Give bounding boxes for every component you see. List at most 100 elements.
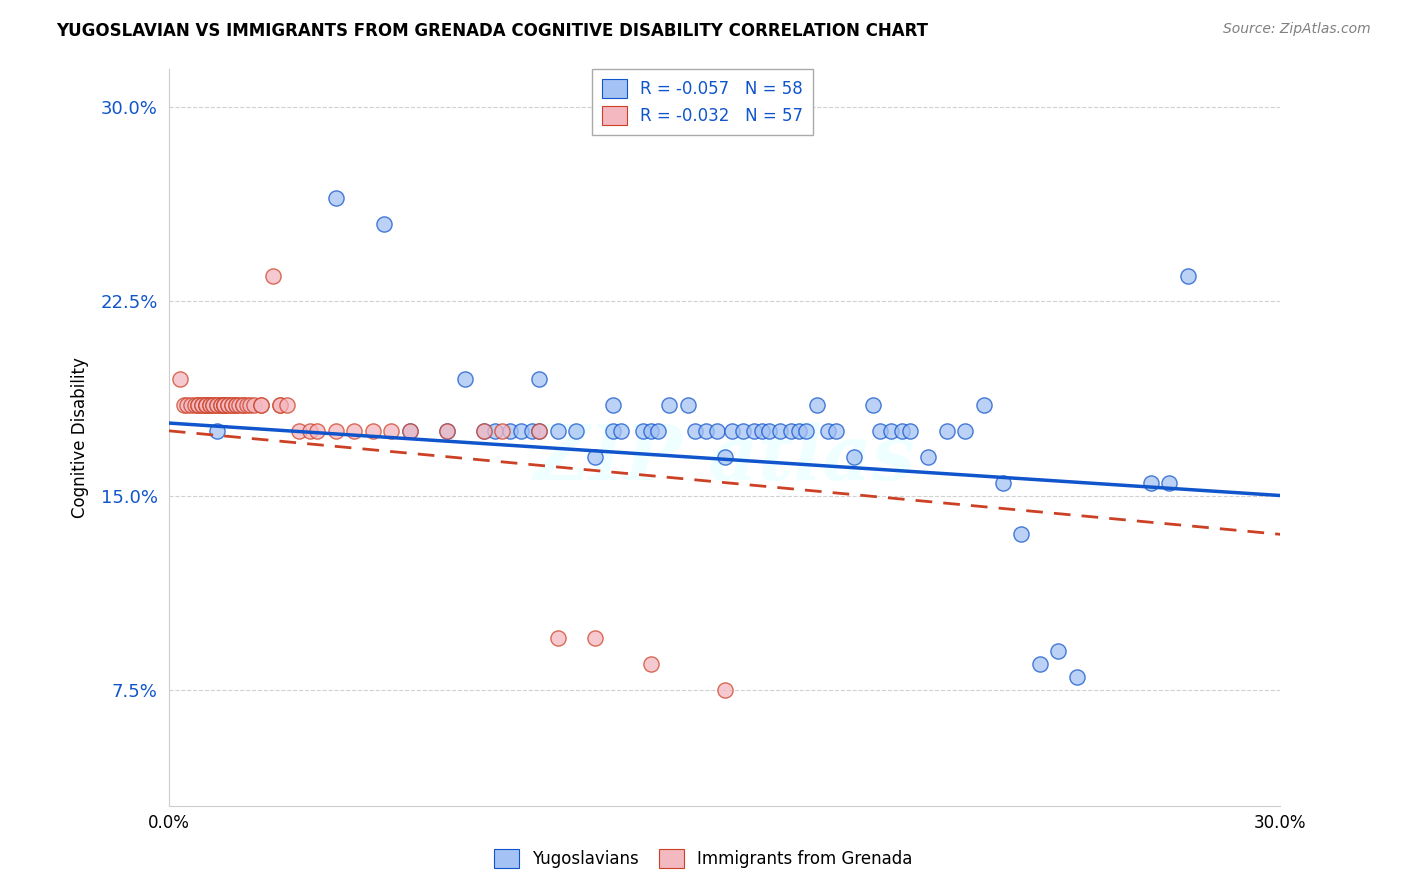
Point: [713, 450, 735, 464]
Point: [298, 424, 321, 438]
Point: [325, 424, 347, 438]
Point: [214, 398, 236, 412]
Point: [232, 398, 254, 412]
Point: [1066, 670, 1088, 684]
Point: [205, 424, 228, 438]
Point: [225, 398, 247, 412]
Legend: R = -0.057   N = 58, R = -0.032   N = 57: R = -0.057 N = 58, R = -0.032 N = 57: [592, 70, 813, 136]
Point: [205, 398, 228, 412]
Point: [955, 424, 977, 438]
Point: [647, 424, 669, 438]
Text: YUGOSLAVIAN VS IMMIGRANTS FROM GRENADA COGNITIVE DISABILITY CORRELATION CHART: YUGOSLAVIAN VS IMMIGRANTS FROM GRENADA C…: [56, 22, 928, 40]
Point: [769, 424, 792, 438]
Y-axis label: Cognitive Disability: Cognitive Disability: [72, 357, 89, 517]
Point: [194, 398, 217, 412]
Text: Source: ZipAtlas.com: Source: ZipAtlas.com: [1223, 22, 1371, 37]
Point: [602, 398, 624, 412]
Point: [373, 217, 395, 231]
Point: [214, 398, 236, 412]
Point: [583, 631, 606, 645]
Point: [184, 398, 207, 412]
Point: [325, 191, 347, 205]
Point: [917, 450, 939, 464]
Point: [239, 398, 262, 412]
Point: [683, 424, 706, 438]
Point: [898, 424, 921, 438]
Point: [1139, 475, 1161, 490]
Point: [824, 424, 846, 438]
Point: [398, 424, 420, 438]
Point: [217, 398, 239, 412]
Point: [1177, 268, 1199, 283]
Point: [742, 424, 765, 438]
Point: [202, 398, 225, 412]
Point: [862, 398, 884, 412]
Point: [209, 398, 232, 412]
Point: [191, 398, 214, 412]
Point: [880, 424, 903, 438]
Point: [305, 424, 328, 438]
Point: [1010, 527, 1032, 541]
Point: [243, 398, 266, 412]
Point: [173, 398, 195, 412]
Text: ZIP atlas: ZIP atlas: [534, 423, 915, 497]
Point: [787, 424, 810, 438]
Point: [176, 398, 198, 412]
Point: [262, 268, 284, 283]
Point: [547, 424, 569, 438]
Point: [343, 424, 366, 438]
Point: [1159, 475, 1181, 490]
Point: [209, 398, 232, 412]
Point: [794, 424, 817, 438]
Point: [228, 398, 250, 412]
Point: [1047, 644, 1070, 658]
Point: [191, 398, 214, 412]
Point: [602, 424, 624, 438]
Point: [198, 398, 221, 412]
Point: [869, 424, 891, 438]
Point: [806, 398, 828, 412]
Point: [214, 398, 236, 412]
Point: [817, 424, 839, 438]
Point: [205, 398, 228, 412]
Point: [610, 424, 633, 438]
Point: [217, 398, 239, 412]
Point: [676, 398, 699, 412]
Point: [695, 424, 717, 438]
Point: [529, 424, 551, 438]
Point: [269, 398, 291, 412]
Point: [1028, 657, 1050, 671]
Point: [187, 398, 209, 412]
Point: [529, 372, 551, 386]
Point: [398, 424, 420, 438]
Point: [361, 424, 384, 438]
Point: [844, 450, 866, 464]
Point: [491, 424, 513, 438]
Point: [436, 424, 458, 438]
Point: [733, 424, 755, 438]
Point: [640, 657, 662, 671]
Point: [472, 424, 495, 438]
Point: [713, 682, 735, 697]
Point: [225, 398, 247, 412]
Point: [198, 398, 221, 412]
Point: [276, 398, 298, 412]
Point: [631, 424, 654, 438]
Point: [520, 424, 543, 438]
Point: [287, 424, 309, 438]
Point: [780, 424, 803, 438]
Point: [221, 398, 243, 412]
Point: [194, 398, 217, 412]
Point: [973, 398, 995, 412]
Point: [187, 398, 209, 412]
Point: [891, 424, 914, 438]
Point: [269, 398, 291, 412]
Legend: Yugoslavians, Immigrants from Grenada: Yugoslavians, Immigrants from Grenada: [486, 843, 920, 875]
Point: [250, 398, 273, 412]
Point: [706, 424, 728, 438]
Point: [250, 398, 273, 412]
Point: [583, 450, 606, 464]
Point: [991, 475, 1014, 490]
Point: [935, 424, 957, 438]
Point: [547, 631, 569, 645]
